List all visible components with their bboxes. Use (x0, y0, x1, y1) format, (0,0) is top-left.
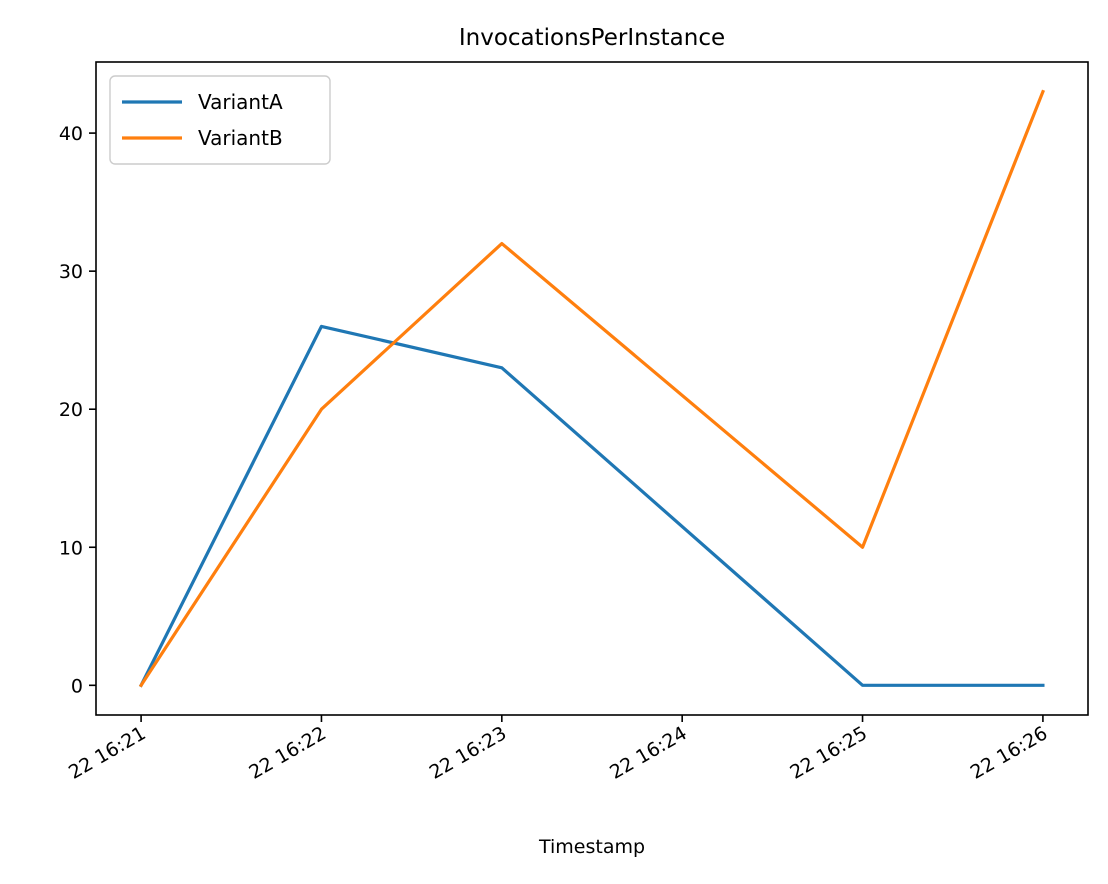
legend-box (109, 75, 331, 165)
x-tick-label: 22 16:21 (65, 722, 150, 784)
series-line-varianta (138, 324, 1045, 688)
x-tick-label: 22 16:25 (786, 722, 871, 784)
x-tick-label: 22 16:22 (245, 722, 330, 784)
y-tick-label: 10 (59, 537, 83, 559)
legend-label-variantb: VariantB (198, 126, 283, 150)
x-tick-label: 22 16:24 (606, 722, 691, 784)
series-lines (138, 89, 1045, 688)
series-line-variantb (138, 89, 1045, 688)
plot-area-frame (95, 61, 1089, 716)
y-tick-label: 40 (59, 123, 83, 145)
y-tick-label: 30 (59, 261, 83, 283)
x-tick-label: 22 16:23 (426, 722, 511, 784)
legend-label-varianta: VariantA (198, 90, 283, 114)
y-tick-label: 0 (71, 675, 83, 697)
x-axis-label: Timestamp (538, 836, 645, 858)
x-axis: 22 16:21 22 16:22 22 16:23 22 16:24 22 16:25… (65, 715, 1051, 784)
y-tick-label: 20 (59, 399, 83, 421)
legend: VariantA VariantB (109, 75, 331, 165)
x-tick-label: 22 16:26 (967, 722, 1052, 784)
chart-title: InvocationsPerInstance (459, 25, 725, 51)
y-axis: 0 10 20 30 40 (59, 123, 96, 697)
